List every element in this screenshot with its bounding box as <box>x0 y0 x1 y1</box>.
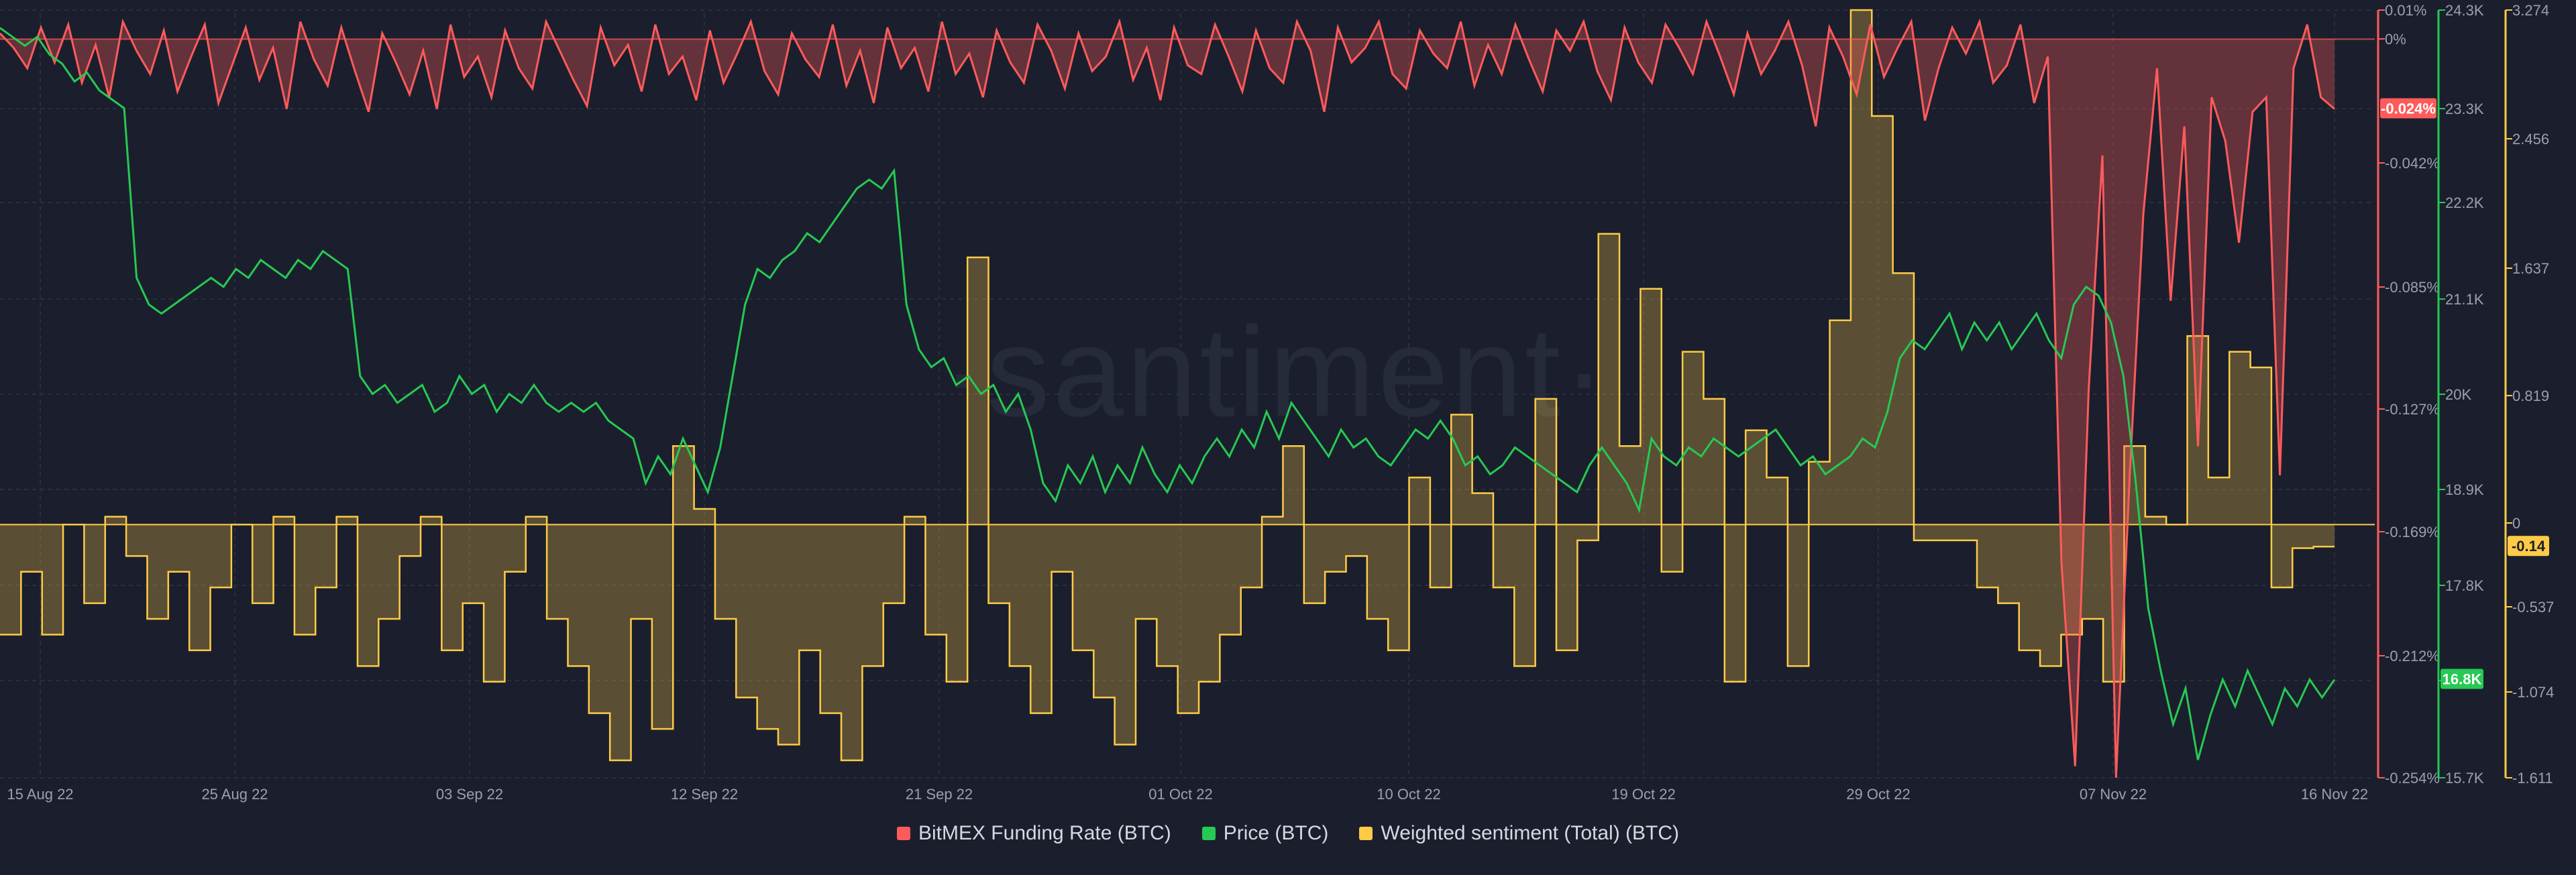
legend-item-price[interactable]: Price (BTC) <box>1201 822 1329 845</box>
price-tick-label: 20K <box>2445 386 2471 403</box>
x-tick-label: 16 Nov 22 <box>2301 786 2368 803</box>
price-tick-label: 23.3K <box>2445 101 2484 117</box>
sentiment-last-value-badge <box>2508 536 2549 557</box>
price-line <box>0 27 2336 760</box>
sentiment-area <box>0 10 2334 760</box>
x-tick-label: 29 Oct 22 <box>1846 786 1910 803</box>
funding-line <box>0 18 2335 778</box>
sentiment-tick-label: 0 <box>2512 515 2520 532</box>
x-tick-label: 03 Sep 22 <box>436 786 503 803</box>
funding-tick-label: -0.042% <box>2385 155 2440 172</box>
legend-item-funding[interactable]: BitMEX Funding Rate (BTC) <box>896 822 1171 845</box>
legend-item-sentiment[interactable]: Weighted sentiment (Total) (BTC) <box>1359 822 1679 845</box>
legend-swatch-funding <box>896 827 910 840</box>
funding-last-value-label: -0.024% <box>2381 100 2436 117</box>
funding-tick-label: -0.127% <box>2385 401 2440 418</box>
funding-tick-label: 0% <box>2385 31 2406 48</box>
price-series <box>0 27 2336 760</box>
legend: BitMEX Funding Rate (BTC) Price (BTC) We… <box>0 822 2576 845</box>
sentiment-tick-label: -1.611 <box>2512 770 2553 786</box>
funding-last-value-badge <box>2380 98 2436 119</box>
sentiment-tick-label: 0.819 <box>2512 388 2549 404</box>
x-tick-label: 01 Oct 22 <box>1148 786 1212 803</box>
price-tick-label: 18.9K <box>2445 481 2484 498</box>
legend-label-sentiment: Weighted sentiment (Total) (BTC) <box>1381 822 1680 844</box>
price-tick-label: 15.7K <box>2445 770 2484 786</box>
funding-area <box>0 21 2334 778</box>
sentiment-series <box>0 9 2375 762</box>
sentiment-last-value-label: -0.14 <box>2512 538 2546 555</box>
price-last-value-label: 16.8K <box>2443 671 2482 688</box>
sentiment-tick-label: 2.456 <box>2512 131 2549 148</box>
price-tick-label: 24.3K <box>2445 2 2484 19</box>
legend-label-funding: BitMEX Funding Rate (BTC) <box>918 822 1171 844</box>
price-tick-label: 17.8K <box>2445 577 2484 594</box>
sentiment-tick-label: 1.637 <box>2512 260 2549 277</box>
price-tick-label: 21.1K <box>2445 291 2484 308</box>
funding-tick-label: -0.085% <box>2385 279 2440 296</box>
legend-label-price: Price (BTC) <box>1223 822 1329 844</box>
funding-tick-label: -0.169% <box>2385 524 2440 540</box>
funding-series <box>0 18 2375 778</box>
axes-layer: 0.01% 0% -0.042% -0.085% -0.127% -0.169% -0.21… <box>7 2 2554 803</box>
sentiment-tick-label: -1.074 <box>2512 684 2554 701</box>
x-tick-label: 21 Sep 22 <box>906 786 973 803</box>
sentiment-tick-label: -0.537 <box>2512 599 2554 616</box>
price-tick-label: 22.2K <box>2445 194 2484 211</box>
x-tick-label: 07 Nov 22 <box>2080 786 2147 803</box>
funding-tick-label: -0.254% <box>2385 770 2440 786</box>
sentiment-line <box>0 9 2334 762</box>
x-tick-label: 19 Oct 22 <box>1611 786 1675 803</box>
funding-tick-label: 0.01% <box>2385 2 2426 19</box>
sentiment-tick-label: 3.274 <box>2512 2 2549 19</box>
x-tick-label: 10 Oct 22 <box>1377 786 1440 803</box>
funding-tick-label: -0.212% <box>2385 648 2440 664</box>
legend-swatch-sentiment <box>1359 827 1373 840</box>
x-tick-label: 12 Sep 22 <box>671 786 738 803</box>
santiment-watermark: ·santiment· <box>941 301 1608 443</box>
price-last-value-badge <box>2440 668 2483 689</box>
x-tick-label: 25 Aug 22 <box>201 786 268 803</box>
x-tick-label: 15 Aug 22 <box>7 786 73 803</box>
legend-swatch-price <box>1201 827 1216 840</box>
